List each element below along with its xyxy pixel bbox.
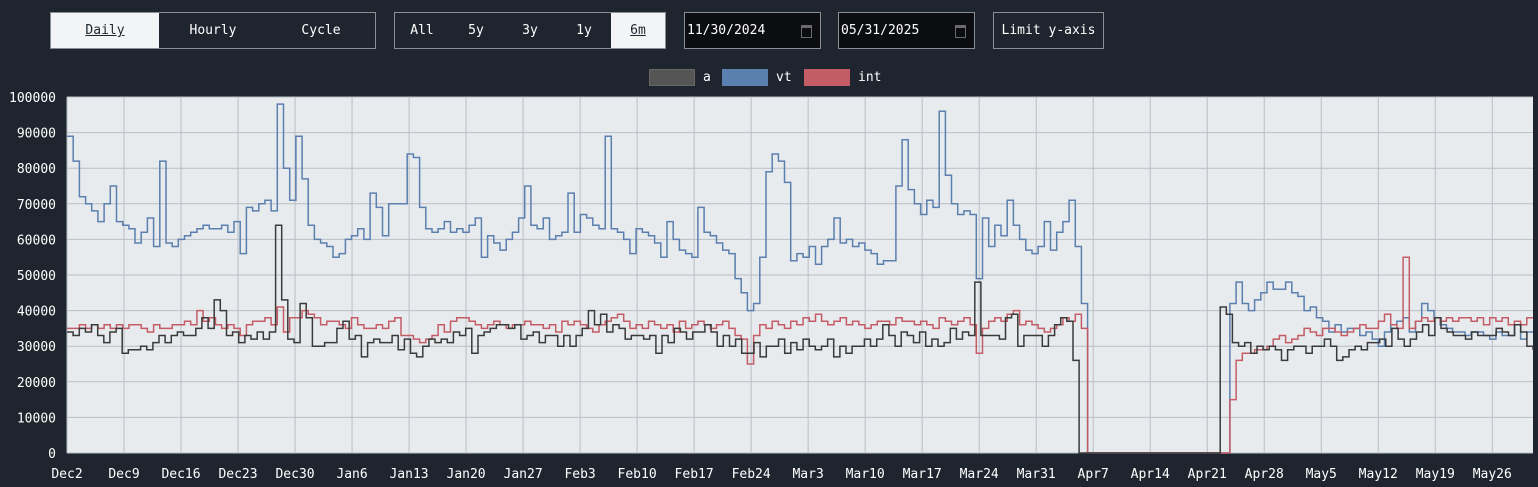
end-date-input[interactable]: 05/31/2025 [838,12,975,49]
x-tick-label: Feb24 [732,467,771,482]
legend-item-vt[interactable]: vt [722,68,792,86]
x-tick-label: Mar17 [903,467,942,482]
x-axis: Dec2 Dec9 Dec16 Dec23 Dec30 Jan6 Jan13 Jan20 Jan… [51,467,1512,482]
end-date-value: 05/31/2025 [841,23,920,38]
start-date-value: 11/30/2024 [687,23,766,38]
legend-label-a: a [703,69,711,85]
x-tick-label: May19 [1416,467,1455,482]
y-axis: 0 10000 20000 30000 40000 50000 60000 70000 8000… [9,91,56,462]
limit-y-axis-button[interactable]: Limit y-axis [993,12,1104,49]
x-tick-label: Apr28 [1245,467,1284,482]
y-tick-label: 30000 [17,340,56,355]
x-tick-label: May5 [1306,467,1337,482]
series-lines [67,103,1534,454]
range-group: All 5y 3y 1y 6m [394,12,666,49]
y-tick-label: 100000 [9,91,56,106]
y-tick-label: 50000 [17,269,56,284]
x-tick-label: Feb17 [675,467,714,482]
x-tick-label: Apr7 [1078,467,1109,482]
y-tick-label: 60000 [17,233,56,248]
legend-item-a[interactable]: a [649,68,711,86]
x-tick-label: Mar31 [1017,467,1056,482]
x-tick-label: Feb3 [564,467,595,482]
grid-lines [66,96,1533,454]
x-tick-label: May26 [1473,467,1512,482]
x-tick-label: Dec2 [51,467,82,482]
x-tick-label: Mar24 [960,467,999,482]
calendar-icon[interactable] [801,25,812,38]
daily-button[interactable]: Daily [51,13,159,48]
x-tick-label: Jan6 [336,467,367,482]
y-tick-label: 20000 [17,376,56,391]
x-tick-label: Mar10 [846,467,885,482]
legend-label-vt: vt [776,69,792,85]
legend-label-int: int [858,69,882,85]
calendar-icon[interactable] [955,25,966,38]
x-tick-label: Dec23 [218,467,257,482]
legend-swatch-int [804,68,850,86]
range-1y-button[interactable]: 1y [576,23,592,38]
start-date-input[interactable]: 11/30/2024 [684,12,821,49]
series-line-vt [67,103,1533,454]
x-tick-label: Apr14 [1131,467,1170,482]
x-tick-label: Dec16 [161,467,200,482]
x-tick-label: May12 [1359,467,1398,482]
y-tick-label: 70000 [17,198,56,213]
x-tick-label: Apr21 [1188,467,1227,482]
cycle-button[interactable]: Cycle [301,23,341,38]
y-tick-label: 80000 [17,162,56,177]
x-tick-label: Jan20 [447,467,486,482]
series-line-int [67,256,1533,454]
legend-swatch-vt [722,68,768,86]
x-tick-label: Dec9 [108,467,139,482]
x-tick-label: Feb10 [618,467,657,482]
range-5y-button[interactable]: 5y [468,23,484,38]
y-tick-label: 40000 [17,305,56,320]
y-tick-label: 90000 [17,127,56,142]
y-tick-label: 10000 [17,411,56,426]
hourly-button[interactable]: Hourly [189,23,237,38]
range-6m-button[interactable]: 6m [611,13,665,48]
series-line-a [67,224,1534,454]
range-all-button[interactable]: All [410,23,434,38]
granularity-group: Daily Hourly Cycle [50,12,376,49]
y-tick-label: 0 [48,447,56,462]
x-tick-label: Dec30 [275,467,314,482]
x-tick-label: Jan27 [504,467,543,482]
x-tick-label: Mar3 [792,467,823,482]
range-3y-button[interactable]: 3y [522,23,538,38]
legend-item-int[interactable]: int [804,68,881,86]
x-tick-label: Jan13 [389,467,428,482]
legend-swatch-a [649,68,695,86]
